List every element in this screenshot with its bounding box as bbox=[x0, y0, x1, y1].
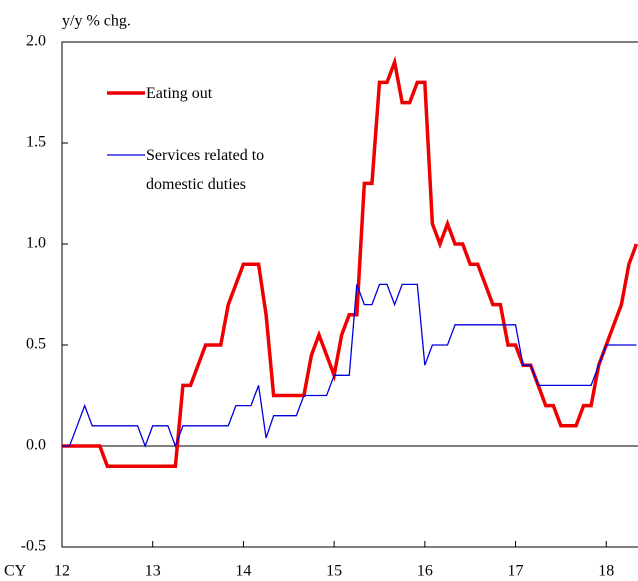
x-tick-label: 12 bbox=[54, 563, 70, 580]
y-tick-label: 1.0 bbox=[26, 235, 46, 252]
x-tick-label: 14 bbox=[235, 563, 251, 580]
y-tick-label: 0.0 bbox=[26, 437, 46, 454]
series-line bbox=[62, 55, 638, 468]
y-tick-label: -0.5 bbox=[21, 538, 46, 555]
x-tick-label: 18 bbox=[598, 563, 614, 580]
x-tick-label: 17 bbox=[508, 563, 524, 580]
legend-label: Services related to domestic duties bbox=[146, 147, 265, 193]
x-tick-label: 15 bbox=[326, 563, 342, 580]
x-tick-label: 13 bbox=[145, 563, 161, 580]
series-line bbox=[62, 283, 637, 448]
y-tick-label: 1.5 bbox=[26, 134, 46, 151]
y-axis-label: y/y % chg. bbox=[62, 13, 131, 30]
y-tick-label: 2.0 bbox=[26, 33, 46, 50]
y-tick-label: 0.5 bbox=[26, 336, 46, 353]
plot-frame bbox=[61, 41, 638, 548]
x-tick-label: 16 bbox=[417, 563, 433, 580]
legend-label: Eating out bbox=[146, 85, 213, 102]
x-axis-label: CY bbox=[4, 563, 27, 580]
